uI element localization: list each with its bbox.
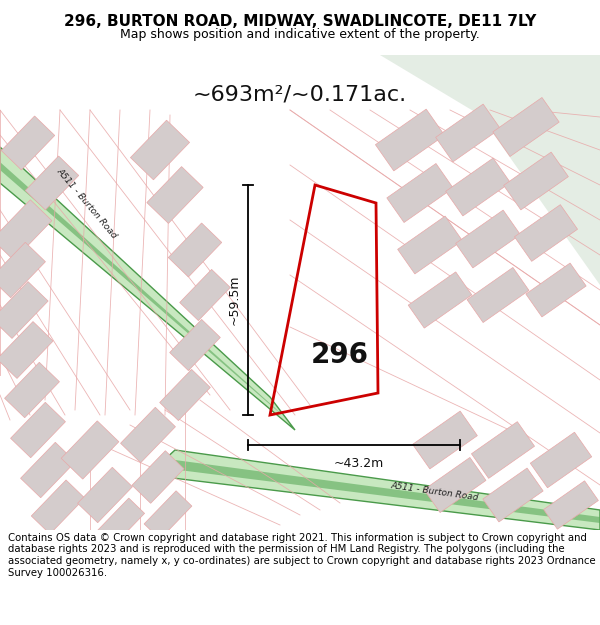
- Polygon shape: [121, 408, 175, 462]
- Polygon shape: [170, 319, 220, 371]
- Text: Map shows position and indicative extent of the property.: Map shows position and indicative extent…: [120, 28, 480, 41]
- Polygon shape: [0, 200, 52, 260]
- Polygon shape: [530, 432, 592, 488]
- Polygon shape: [77, 468, 133, 522]
- Polygon shape: [467, 268, 529, 322]
- Polygon shape: [493, 98, 559, 156]
- Polygon shape: [0, 322, 53, 378]
- Polygon shape: [160, 369, 211, 421]
- Polygon shape: [376, 109, 445, 171]
- Polygon shape: [0, 147, 295, 430]
- Polygon shape: [144, 491, 192, 539]
- Text: ~693m²/~0.171ac.: ~693m²/~0.171ac.: [193, 85, 407, 105]
- Polygon shape: [398, 216, 463, 274]
- Polygon shape: [0, 282, 48, 338]
- Text: 296, BURTON ROAD, MIDWAY, SWADLINCOTE, DE11 7LY: 296, BURTON ROAD, MIDWAY, SWADLINCOTE, D…: [64, 14, 536, 29]
- Polygon shape: [446, 158, 511, 216]
- Polygon shape: [20, 442, 76, 498]
- Text: 296: 296: [311, 341, 369, 369]
- Polygon shape: [514, 204, 578, 261]
- Text: A511 - Burton Road: A511 - Burton Road: [390, 481, 479, 502]
- Polygon shape: [0, 162, 282, 415]
- Polygon shape: [11, 402, 65, 458]
- Polygon shape: [5, 362, 59, 418]
- Polygon shape: [147, 167, 203, 223]
- Polygon shape: [148, 450, 600, 530]
- Polygon shape: [503, 152, 568, 210]
- Polygon shape: [544, 481, 598, 529]
- Polygon shape: [31, 480, 85, 534]
- Polygon shape: [472, 422, 535, 478]
- Polygon shape: [436, 104, 500, 162]
- Text: ~43.2m: ~43.2m: [334, 457, 384, 470]
- Polygon shape: [408, 272, 472, 328]
- Polygon shape: [0, 242, 46, 298]
- Polygon shape: [380, 55, 600, 285]
- Text: Contains OS data © Crown copyright and database right 2021. This information is : Contains OS data © Crown copyright and d…: [8, 533, 595, 578]
- Polygon shape: [424, 458, 486, 512]
- Polygon shape: [132, 451, 184, 503]
- Polygon shape: [1, 116, 55, 170]
- Text: ~59.5m: ~59.5m: [227, 275, 241, 325]
- Polygon shape: [413, 411, 478, 469]
- Polygon shape: [95, 498, 145, 548]
- Polygon shape: [483, 468, 543, 522]
- Polygon shape: [526, 263, 586, 317]
- Polygon shape: [387, 164, 453, 222]
- Polygon shape: [155, 458, 600, 523]
- Polygon shape: [455, 210, 520, 268]
- Polygon shape: [179, 269, 230, 321]
- Text: A511 - Burton Road: A511 - Burton Road: [55, 166, 119, 240]
- Polygon shape: [130, 120, 190, 180]
- Polygon shape: [25, 156, 79, 210]
- Polygon shape: [61, 421, 119, 479]
- Polygon shape: [168, 223, 222, 277]
